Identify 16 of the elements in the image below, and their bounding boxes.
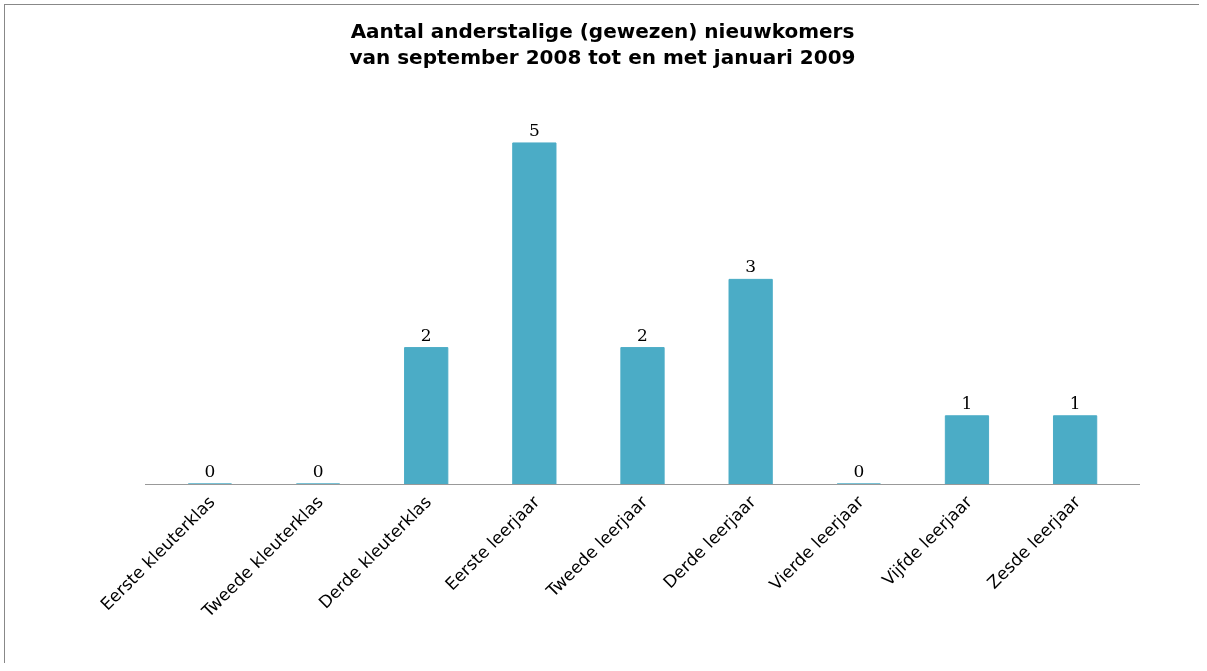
data-label: 2 [637, 324, 648, 345]
bar [404, 347, 449, 484]
data-label: 0 [204, 461, 216, 481]
bar [944, 415, 990, 484]
chart-title: Aantal anderstalige (gewezen) nieuwkomers van september 2008 tot en met januari 2009 [349, 18, 856, 69]
data-label: 1 [1069, 392, 1081, 413]
bar [512, 142, 557, 484]
data-label: 0 [312, 461, 324, 481]
data-label: 5 [528, 119, 540, 140]
bar [1052, 415, 1098, 484]
bar [620, 347, 665, 484]
bar [728, 278, 773, 484]
data-label: 1 [961, 392, 973, 413]
data-label: 2 [420, 324, 432, 345]
data-label: 0 [853, 461, 865, 481]
data-label: 3 [745, 256, 757, 277]
